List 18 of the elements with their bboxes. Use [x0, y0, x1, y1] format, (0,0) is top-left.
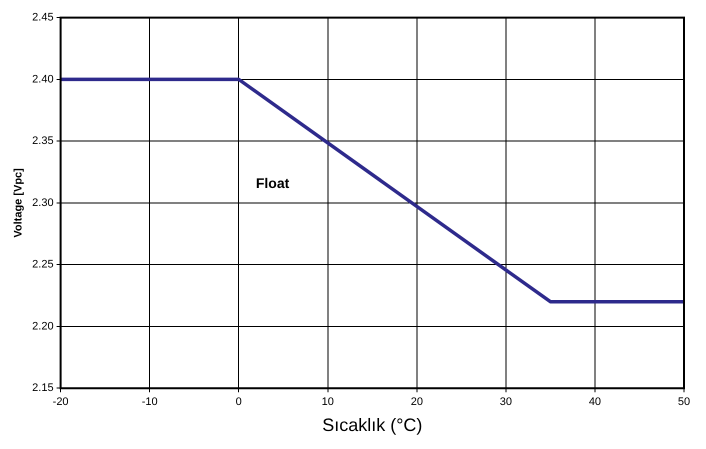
y-tick-label: 2.15	[32, 382, 54, 394]
y-tick-label: 2.40	[32, 73, 54, 86]
annotation: Float	[256, 175, 290, 192]
x-tick-label: 20	[410, 396, 423, 408]
y-tick-label: 2.35	[32, 135, 54, 148]
x-tick-label: -10	[142, 396, 158, 408]
y-tick-label: 2.30	[32, 196, 54, 209]
y-tick-label: 2.25	[32, 258, 54, 271]
x-axis-title: Sıcaklık (°C)	[322, 415, 422, 436]
x-tick-label: -20	[52, 396, 69, 408]
y-tick-label: 2.20	[32, 320, 54, 332]
y-axis-title: Voltage [Vpc]	[12, 168, 25, 238]
x-tick-label: 50	[678, 396, 690, 408]
x-tick-label: 10	[322, 396, 334, 408]
x-tick-label: 40	[588, 396, 602, 408]
x-tick-label: 30	[500, 396, 512, 408]
x-tick-label: 0	[236, 396, 242, 408]
y-tick-label: 2.45	[32, 12, 54, 24]
